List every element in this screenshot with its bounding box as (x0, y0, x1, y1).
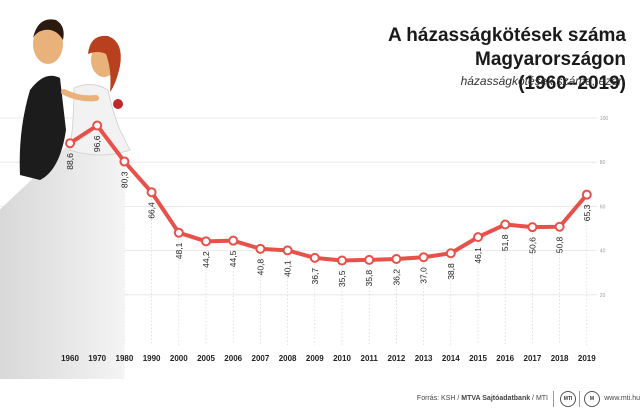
data-point (282, 245, 293, 256)
source-bold: MTVA Sajtóadatbank (461, 395, 531, 402)
data-label: 88,6 (65, 153, 75, 170)
data-label: 37,0 (419, 267, 429, 284)
x-tick-label: 1980 (116, 354, 134, 363)
data-point (228, 235, 239, 246)
x-tick-label: 2000 (170, 354, 188, 363)
mti-logo-icon: MTI (560, 391, 576, 407)
data-label: 96,6 (92, 135, 102, 152)
x-tick-label: 2016 (496, 354, 514, 363)
data-label: 66,4 (147, 202, 157, 219)
data-label: 36,2 (391, 269, 401, 286)
y-tick-label: 20 (600, 293, 606, 299)
data-label: 36,7 (310, 268, 320, 285)
mtva-logo-icon: M (584, 391, 600, 407)
x-tick-label: 2018 (551, 354, 569, 363)
data-point (309, 252, 320, 263)
x-tick-label: 1960 (61, 354, 79, 363)
data-point (364, 254, 375, 265)
footer-url: www.mti.hu (604, 395, 640, 402)
x-tick-label: 2011 (361, 354, 379, 363)
x-tick-label: 2009 (306, 354, 324, 363)
data-point (473, 232, 483, 243)
x-tick-label: 2019 (578, 354, 596, 363)
data-point (337, 255, 347, 266)
x-axis-labels: 1960 1970 1980 1990 2000 2005 2006 2007 2008 2009… (61, 354, 596, 363)
y-axis-unit-label: házasságkötések száma, ezer (460, 74, 622, 88)
y-tick-label: 80 (600, 160, 606, 166)
value-labels: 88,6 96,6 80,3 66,4 48,1 44,2 44,5 40,8 40,1 36,7… (65, 135, 592, 287)
x-tick-label: 2010 (333, 354, 351, 363)
y-tick-label: 60 (600, 204, 606, 210)
wedding-couple-figure (19, 19, 131, 180)
data-label: 44,2 (201, 251, 211, 268)
x-tick-label: 2008 (279, 354, 297, 363)
source-credit: Forrás: KSH / MTVA Sajtóadatbank / MTI (417, 395, 548, 402)
source-prefix: Forrás: KSH / (416, 395, 462, 402)
data-point (418, 252, 429, 263)
y-tick-label: 100 (600, 116, 609, 122)
data-label: 38,8 (446, 263, 456, 280)
data-point (65, 138, 75, 149)
data-point (255, 243, 266, 254)
source-suffix: / MTI (530, 395, 548, 402)
x-tick-label: 2013 (415, 354, 433, 363)
footer-separator (579, 391, 580, 407)
x-tick-label: 2014 (442, 354, 460, 363)
x-tick-label: 2015 (469, 354, 487, 363)
data-point (500, 219, 511, 230)
data-points (65, 120, 592, 266)
data-label: 46,1 (473, 247, 483, 264)
data-label: 40,1 (283, 260, 293, 277)
data-label: 44,5 (228, 250, 238, 267)
data-point (527, 222, 538, 233)
x-tick-label: 2017 (524, 354, 542, 363)
data-label: 51,8 (500, 234, 510, 251)
data-label: 50,8 (555, 236, 565, 253)
area-fill (0, 125, 125, 379)
data-point (119, 156, 130, 167)
footer: Forrás: KSH / MTVA Sajtóadatbank / MTI M… (0, 386, 644, 412)
data-label: 35,8 (364, 270, 374, 287)
data-label: 35,5 (337, 270, 347, 287)
area-under-line (0, 125, 125, 379)
x-tick-label: 2012 (388, 354, 406, 363)
chart-title: A házasságkötések száma Magyarországon (… (246, 24, 626, 96)
data-label: 48,1 (174, 242, 184, 259)
data-label: 40,8 (255, 259, 265, 276)
data-point (173, 227, 184, 238)
x-tick-label: 2007 (252, 354, 270, 363)
chart-title-line1: A házasságkötések száma Magyarországon (388, 25, 626, 70)
data-point (146, 187, 157, 198)
data-point (391, 253, 402, 264)
y-axis-ticks: 20 40 60 80 100 (600, 116, 609, 299)
x-tick-label: 1970 (88, 354, 106, 363)
data-label: 50,6 (527, 237, 537, 254)
footer-separator (553, 391, 554, 407)
data-label: 65,3 (582, 204, 592, 221)
x-tick-label: 1990 (143, 354, 161, 363)
chart-title-line2: (1960–2019) (518, 73, 626, 94)
x-tick-label: 2006 (224, 354, 242, 363)
data-point (445, 248, 456, 259)
data-point (554, 221, 565, 232)
x-tick-label: 2005 (197, 354, 215, 363)
data-point (201, 236, 211, 247)
data-label: 80,3 (119, 171, 129, 188)
y-tick-label: 40 (600, 249, 606, 255)
data-point (581, 189, 592, 200)
data-point (92, 120, 103, 131)
